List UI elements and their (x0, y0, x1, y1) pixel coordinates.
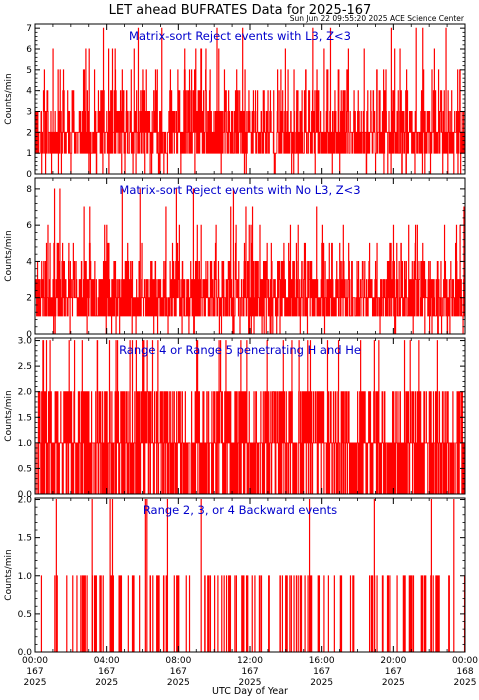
panel-title: Range 4 or Range 5 penetrating H and He (119, 343, 361, 357)
y-tick-label: 0.5 (18, 464, 32, 474)
y-tick-label: 5 (26, 66, 32, 76)
y-tick-label: 1.0 (18, 572, 33, 582)
x-tick-day-label: 167 (26, 667, 43, 677)
series-line (35, 499, 465, 652)
panel-title: Matrix-sort Reject events with No L3, Z<… (119, 183, 360, 197)
y-tick-label: 1.0 (18, 439, 33, 449)
series-line (35, 27, 465, 174)
y-tick-label: 4 (26, 257, 32, 267)
y-tick-label: 0.5 (18, 610, 32, 620)
y-tick-label: 7 (26, 24, 32, 34)
y-tick-label: 3.0 (18, 337, 33, 347)
x-tick-year-label: 2025 (310, 678, 333, 688)
x-tick-year-label: 2025 (382, 678, 405, 688)
y-tick-label: 1.5 (18, 413, 32, 423)
x-tick-year-label: 2025 (95, 678, 118, 688)
y-tick-label: 0 (26, 330, 32, 340)
y-tick-label: 2.5 (18, 362, 32, 372)
y-tick-label: 8 (26, 185, 32, 195)
x-axis-labels: 00:00167202504:00167202508:00167202512:0… (22, 656, 478, 688)
x-tick-year-label: 2025 (167, 678, 190, 688)
x-tick-day-label: 167 (385, 667, 402, 677)
panels-group: 0 1 2 3 4 5 6 7 Counts/min Matrix-sort Reject eve… (4, 23, 466, 658)
series-line (35, 340, 465, 494)
series-line (35, 188, 465, 334)
x-tick-day-label: 168 (456, 667, 473, 677)
y-tick-label: 2.0 (18, 496, 33, 506)
x-tick-time-label: 04:00 (94, 656, 120, 666)
x-tick-time-label: 00:00 (452, 656, 478, 666)
y-tick-label: 2.0 (18, 388, 33, 398)
x-tick-year-label: 2025 (239, 678, 262, 688)
x-axis-label: UTC Day of Year (212, 686, 288, 697)
panel-3: 0.0 0.5 1.0 1.5 2.0 2.5 3.0 Counts/min Range 4 o… (4, 337, 466, 500)
x-tick-year-label: 2025 (24, 678, 47, 688)
y-tick-label: 6 (26, 45, 32, 55)
y-tick-label: 4 (26, 87, 32, 97)
x-tick-day-label: 167 (313, 667, 330, 677)
y-axis-label: Counts/min (4, 230, 14, 281)
x-tick-day-label: 167 (98, 667, 115, 677)
x-tick-time-label: 00:00 (22, 656, 48, 666)
figure-title: LET ahead BUFRATES Data for 2025-167 (109, 3, 372, 18)
y-tick-label: 2 (26, 294, 32, 304)
x-tick-time-label: 16:00 (309, 656, 335, 666)
y-tick-label: 1.5 (18, 534, 32, 544)
y-tick-label: 2 (26, 128, 32, 138)
x-tick-year-label: 2025 (454, 678, 477, 688)
x-tick-time-label: 20:00 (380, 656, 406, 666)
y-tick-label: 0.0 (18, 490, 33, 500)
y-tick-label: 6 (26, 221, 32, 231)
y-tick-label: 0 (26, 170, 32, 180)
y-tick-label: 1 (26, 149, 32, 159)
y-axis-label: Counts/min (4, 390, 14, 441)
x-tick-time-label: 08:00 (165, 656, 191, 666)
x-tick-day-label: 167 (170, 667, 187, 677)
timestamp-label: Sun Jun 22 09:55:20 2025 ACE Science Cen… (290, 14, 465, 23)
x-tick-time-label: 12:00 (237, 656, 263, 666)
x-tick-day-label: 167 (241, 667, 258, 677)
y-axis-label: Counts/min (4, 549, 14, 600)
y-tick-label: 0.0 (18, 648, 33, 658)
y-tick-label: 3 (26, 108, 32, 118)
panel-4: 0.0 0.5 1.0 1.5 2.0 Counts/min Range 2, 3, or … (4, 496, 466, 658)
panel-1: 0 1 2 3 4 5 6 7 Counts/min Matrix-sort Reject eve… (4, 23, 466, 180)
panel-2: 0 2 4 6 8 Counts/min Matrix-sort Reject events… (4, 177, 466, 340)
panel-title: Matrix-sort Reject events with L3, Z<3 (129, 29, 351, 43)
y-axis-label: Counts/min (4, 73, 14, 124)
panel-title: Range 2, 3, or 4 Backward events (143, 503, 337, 517)
